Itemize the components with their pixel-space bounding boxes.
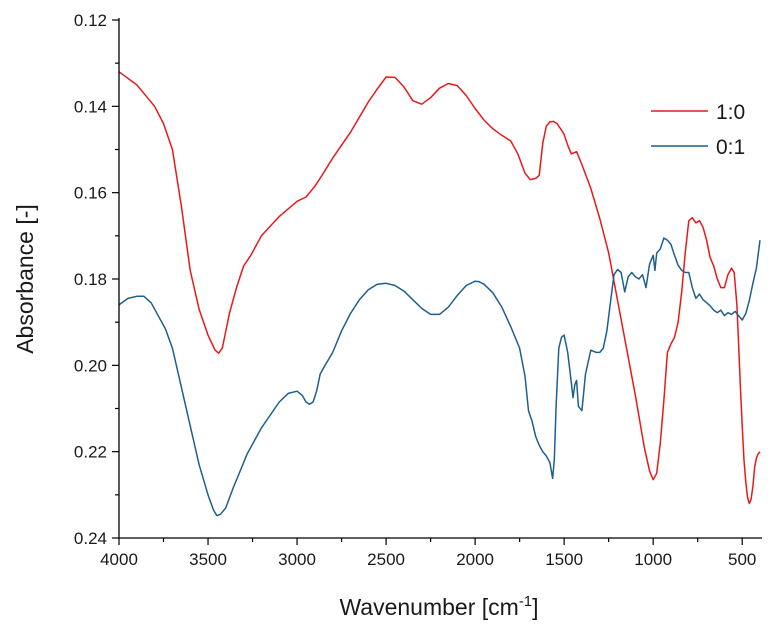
x-tick-label: 3000 — [278, 550, 316, 569]
x-tick-label: 3500 — [189, 550, 227, 569]
x-axis-title: Wavenumber [cm-1] — [339, 593, 538, 620]
y-tick-label: 0.24 — [74, 529, 107, 548]
x-tick-label: 2000 — [456, 550, 494, 569]
legend: 1:0 0:1 — [651, 101, 745, 159]
series-line-1 — [118, 71, 761, 505]
y-tick-label: 0.20 — [74, 356, 107, 375]
x-axis-title-text: Wavenumber [cm — [339, 594, 518, 620]
x-tick-label: 500 — [728, 550, 756, 569]
y-tick-label: 0.16 — [74, 184, 107, 203]
y-tick-label: 0.18 — [74, 270, 107, 289]
y-tick-label: 0.14 — [74, 97, 107, 116]
y-tick-label: 0.12 — [74, 11, 107, 30]
x-axis-title-suffix: ] — [532, 594, 538, 620]
axes-layer — [118, 18, 762, 539]
series-line-2 — [118, 237, 761, 517]
y-axis-title: Absorbance [-] — [12, 204, 38, 354]
y-axis-ticks: 0.12 0.14 0.16 0.18 0.20 0.22 0.24 — [74, 11, 119, 548]
x-axis-title-superscript: -1 — [519, 593, 532, 610]
y-tick-label: 0.22 — [74, 443, 107, 462]
x-tick-label: 4000 — [100, 550, 138, 569]
legend-label-2: 0:1 — [716, 136, 745, 159]
x-tick-label: 2500 — [367, 550, 405, 569]
x-axis-ticks: 4000 3500 3000 2500 2000 1500 1000 500 — [100, 538, 756, 569]
x-tick-label: 1000 — [634, 550, 672, 569]
series-layer — [118, 71, 761, 517]
x-tick-label: 1500 — [545, 550, 583, 569]
legend-label-1: 1:0 — [716, 101, 745, 124]
